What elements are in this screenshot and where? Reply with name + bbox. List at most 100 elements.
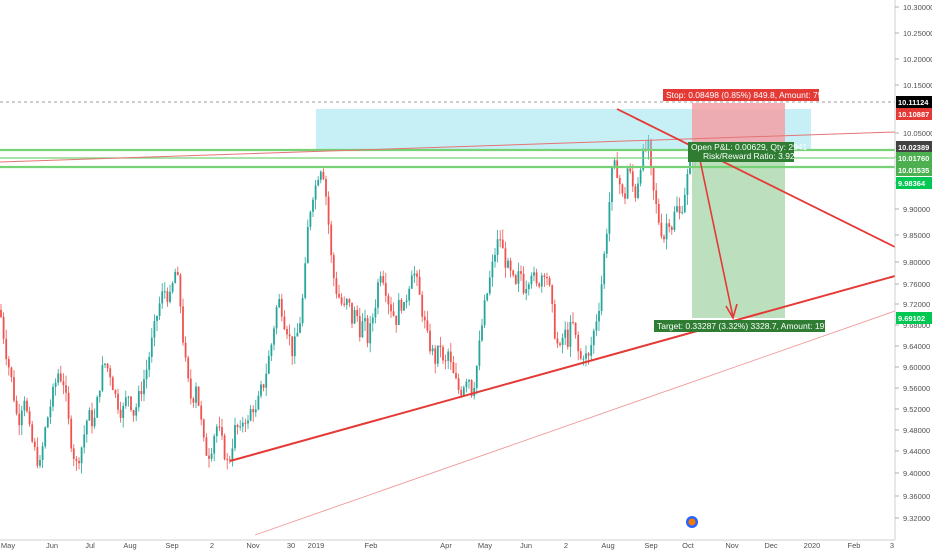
candle-body xyxy=(525,289,528,294)
candle-body xyxy=(481,325,483,341)
candle-body xyxy=(36,447,39,466)
x-tick-label: Jun xyxy=(520,541,532,550)
candle-body xyxy=(286,329,288,335)
candle-body xyxy=(439,345,442,348)
candle-body xyxy=(397,299,400,325)
candle-body xyxy=(618,177,621,185)
candle-body xyxy=(514,275,517,284)
candle-body xyxy=(254,409,257,413)
candle-body xyxy=(405,300,408,303)
y-tick-label: 10.15000 xyxy=(903,81,932,90)
candle-body xyxy=(559,343,561,345)
candle-body xyxy=(637,183,639,198)
candle-body xyxy=(665,223,668,240)
candle-body xyxy=(200,405,203,420)
candle-body xyxy=(52,386,54,407)
candle-body xyxy=(249,409,252,421)
price-label-box xyxy=(896,96,932,108)
candle-body xyxy=(673,211,676,230)
y-tick-label: 10.30000 xyxy=(903,3,932,12)
candle-body xyxy=(686,173,689,195)
candle-body xyxy=(556,338,559,344)
candle-body xyxy=(530,275,533,285)
candle-body xyxy=(273,328,275,345)
candle-body xyxy=(244,422,247,424)
candle-body xyxy=(153,320,156,338)
candle-body xyxy=(257,395,260,410)
candle-body xyxy=(280,298,283,317)
candle-body xyxy=(652,168,655,191)
y-tick-label: 9.48000 xyxy=(903,426,930,435)
candle-body xyxy=(143,379,145,395)
tradingview-logo xyxy=(686,516,698,528)
candle-body xyxy=(470,379,473,397)
candle-body xyxy=(296,332,299,337)
candle-body xyxy=(325,179,327,197)
candle-body xyxy=(101,365,104,391)
candle-body xyxy=(70,418,73,449)
candle-body xyxy=(683,194,686,213)
candle-body xyxy=(46,417,49,428)
y-tick-label: 10.20000 xyxy=(903,55,932,64)
y-axis: 10.30000 10.25000 10.20000 10.15000 10.05000… xyxy=(894,0,932,540)
candle-body xyxy=(252,409,255,413)
candle-body xyxy=(421,294,424,317)
candle-body xyxy=(395,315,398,325)
x-tick-label: Sep xyxy=(165,541,178,550)
candle-body xyxy=(221,427,223,436)
annotations: Stop: 0.08498 (0.85%) 849.8, Amount: 750… xyxy=(654,89,846,332)
x-tick-label: Apr xyxy=(440,541,452,550)
candle-body xyxy=(384,282,387,296)
candle-body xyxy=(93,417,96,427)
candle-body xyxy=(585,353,587,359)
candle-body xyxy=(509,260,512,271)
candle-body xyxy=(15,400,18,414)
candle-body xyxy=(663,236,665,240)
candle-body xyxy=(452,362,455,374)
candle-body xyxy=(595,321,598,331)
candle-body xyxy=(83,434,86,448)
candle-body xyxy=(369,323,372,344)
candle-body xyxy=(335,278,338,294)
candle-body xyxy=(533,272,535,276)
y-tick-label: 9.32000 xyxy=(903,514,930,523)
candle-body xyxy=(546,276,548,279)
candle-body xyxy=(130,396,132,411)
price-label-box xyxy=(896,152,932,164)
candle-body xyxy=(608,202,611,234)
price-label-text: 10.10887 xyxy=(898,110,929,119)
candle-body xyxy=(392,311,395,316)
price-label-text: 10.01760 xyxy=(898,154,929,163)
candle-body xyxy=(512,270,515,276)
candle-body xyxy=(26,400,28,412)
x-tick-label: Nov xyxy=(725,541,739,550)
pnl-note-text: Open P&L: 0.00629, Qty: 2941 xyxy=(691,142,808,152)
candle-body xyxy=(247,420,249,424)
candle-body xyxy=(124,397,127,407)
candle-body xyxy=(522,273,525,294)
candle-body xyxy=(184,342,187,358)
candle-body xyxy=(0,309,2,317)
candle-body xyxy=(410,275,413,289)
candle-body xyxy=(681,212,684,214)
candle-body xyxy=(49,406,52,418)
candle-body xyxy=(322,171,325,180)
candle-body xyxy=(226,459,229,461)
candle-body xyxy=(577,335,580,352)
candle-body xyxy=(117,393,119,410)
trendline-thin-upper xyxy=(0,131,896,163)
candle-body xyxy=(478,340,481,366)
candle-body xyxy=(579,351,582,359)
candle-body xyxy=(639,169,642,184)
candle-body xyxy=(132,410,135,416)
projection-arrow xyxy=(699,159,734,318)
candle-body xyxy=(379,276,382,283)
candle-body xyxy=(241,422,244,427)
candle-body xyxy=(31,424,34,442)
candle-body xyxy=(668,223,671,227)
candle-body xyxy=(135,407,138,416)
y-tick-label: 10.25000 xyxy=(903,29,932,38)
candle-body xyxy=(67,392,70,419)
candle-body xyxy=(111,377,114,391)
